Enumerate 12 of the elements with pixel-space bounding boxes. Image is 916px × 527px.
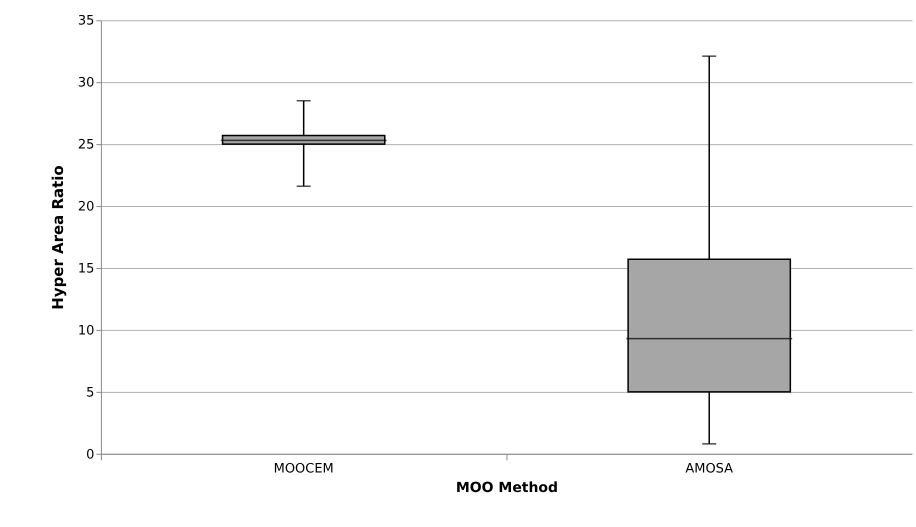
y-axis-title: Hyper Area Ratio [48, 165, 67, 310]
x-axis-title: MOO Method [456, 480, 558, 496]
x-tick-label: AMOSA [685, 461, 734, 476]
x-tick-label: MOOCEM [274, 461, 334, 476]
y-tick-label: 35 [78, 14, 94, 29]
y-tick-label: 15 [78, 261, 94, 276]
y-tick-label: 30 [78, 76, 94, 91]
y-tick-label: 25 [78, 138, 94, 153]
y-tick-label: 20 [78, 200, 94, 215]
y-tick-label: 10 [78, 323, 94, 338]
y-tick-label: 5 [86, 385, 94, 400]
y-tick-label: 0 [86, 447, 94, 462]
